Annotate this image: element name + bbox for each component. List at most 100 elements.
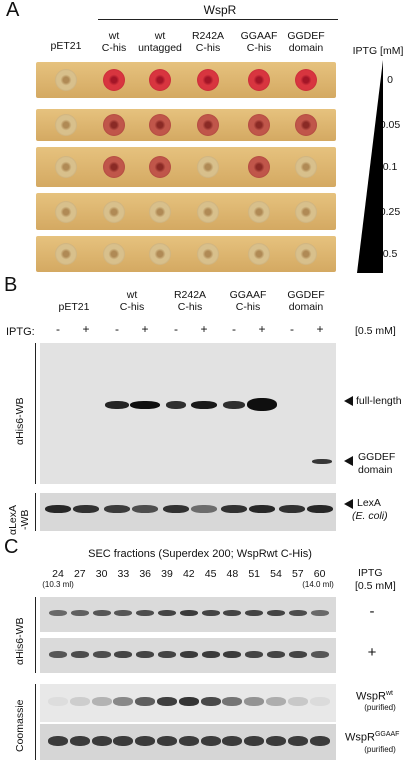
volume-last: (14.0 ml) <box>302 580 334 589</box>
wspr-wt-text: WspR <box>356 690 386 703</box>
coomassie-wt-band <box>178 697 199 706</box>
lexa-band <box>163 505 189 513</box>
ggdef-domain-band <box>312 459 332 464</box>
b-col-label-line1: GGDEF <box>287 289 325 301</box>
iptg-concentration: 0 <box>387 74 393 86</box>
wspr-group-header: WspR <box>203 3 237 17</box>
coomassie-label: Coomassie <box>14 699 26 752</box>
coomassie-wt-band <box>309 697 330 706</box>
coomassie-wt-band <box>266 697 286 706</box>
iptg-sign: - <box>115 322 119 336</box>
iptg-sign: - <box>232 322 236 336</box>
colony <box>248 69 270 91</box>
colony <box>55 156 77 178</box>
fraction-number: 45 <box>204 568 217 580</box>
agar-plate <box>36 236 336 272</box>
full-length-label: full-length <box>356 395 402 407</box>
sec-wb-plus-band <box>223 651 242 658</box>
sec-wb-label: αHis6-WB <box>14 617 26 666</box>
lexa-label-1: LexA <box>357 497 381 509</box>
a-col-label-line2: untagged <box>138 42 182 54</box>
iptg-wedge-shape <box>357 60 383 273</box>
agar-plate <box>36 147 336 187</box>
colony <box>103 114 125 136</box>
panel-c-letter: C <box>4 536 19 558</box>
sec-minus-sign: - <box>369 603 375 620</box>
panel-a-letter: A <box>6 0 20 21</box>
coomassie-wt-band <box>287 697 308 706</box>
iptg-sign: + <box>316 322 324 336</box>
iptg-sign: + <box>258 322 266 336</box>
full-length-band <box>191 401 217 409</box>
sec-wb-plus-band <box>136 651 155 658</box>
ggdef-label-1: GGDEF <box>358 451 396 463</box>
sec-iptg-2: [0.5 mM] <box>355 580 396 592</box>
coomassie-wt-band <box>91 697 112 706</box>
coomassie-wt-band <box>200 697 221 706</box>
coomassie-ggaaf-band <box>200 736 221 746</box>
colony <box>197 200 219 223</box>
colony <box>295 200 317 223</box>
fraction-number: 39 <box>161 568 173 580</box>
coomassie-wt-band <box>157 697 177 706</box>
colony <box>248 114 270 136</box>
iptg-concentration: 0.5 <box>382 248 398 260</box>
b-col-label-line1: wt <box>126 289 138 301</box>
iptg-concentration: 0.25 <box>379 205 401 218</box>
colony <box>149 200 171 223</box>
fraction-number: 42 <box>182 568 195 580</box>
fraction-number: 27 <box>73 568 86 580</box>
volume-first: (10.3 ml) <box>42 580 74 589</box>
a-col-label-line1: GGAAF <box>240 30 278 42</box>
a-col-label-line2: C-his <box>195 42 221 54</box>
lexa-band <box>279 505 305 513</box>
coomassie-ggaaf-band <box>113 736 134 746</box>
fraction-number: 24 <box>52 568 64 580</box>
a-col-label-line1: R242A <box>191 30 225 42</box>
sec-wb-minus-band <box>310 610 329 616</box>
coomassie-wt-band <box>113 697 134 706</box>
colony <box>103 156 125 178</box>
sec-wb-plus-band <box>92 651 111 658</box>
coomassie-ggaaf-band <box>287 736 308 746</box>
ggdef-label-2: domain <box>358 464 393 476</box>
fraction-number: 36 <box>139 568 152 580</box>
colony <box>248 243 270 265</box>
agar-plate <box>36 109 336 141</box>
wspr-wt-label: WspRwt <box>356 688 393 703</box>
colony <box>248 200 270 223</box>
colony <box>149 156 171 178</box>
lexa-band <box>307 505 333 513</box>
fraction-number: 54 <box>270 568 282 580</box>
fraction-number: 57 <box>291 568 304 580</box>
sec-wb-minus-band <box>158 610 176 616</box>
b-col-label-line1: GGAAF <box>229 289 267 301</box>
iptg-conc-label: [0.5 mM] <box>355 325 396 337</box>
wspr-ggaaf-sup: GGAAF <box>374 731 400 738</box>
full-length-band <box>223 401 245 409</box>
iptg-sign: - <box>174 322 178 336</box>
iptg-concentration: 0.1 <box>382 161 398 173</box>
sec-wb-plus-band <box>70 651 89 658</box>
his-western-blot <box>40 343 336 484</box>
coomassie-wt-band <box>222 697 243 706</box>
iptg-gradient-wedge <box>357 60 383 273</box>
colony <box>149 243 171 265</box>
coomassie-wt-band <box>69 697 90 706</box>
sec-wb-plus-band <box>158 651 176 658</box>
a-col-label-line2: C-his <box>246 42 272 54</box>
iptg-sign: + <box>82 322 90 336</box>
iptg-sign: + <box>141 322 149 336</box>
full-length-band <box>166 401 186 409</box>
panel-b-letter: B <box>4 274 18 296</box>
b-col-label-line2: domain <box>288 301 324 313</box>
wspr-group-line <box>98 19 338 20</box>
sec-wb-plus-band <box>114 651 133 658</box>
colony <box>149 114 171 136</box>
sec-wb-minus-band <box>245 610 264 616</box>
a-col-label-line1: pET21 <box>50 40 82 52</box>
colony <box>197 156 219 178</box>
coomassie-wt-band <box>48 697 68 706</box>
blot2-bracket <box>35 493 36 531</box>
sec-wb-plus-band <box>288 651 307 658</box>
